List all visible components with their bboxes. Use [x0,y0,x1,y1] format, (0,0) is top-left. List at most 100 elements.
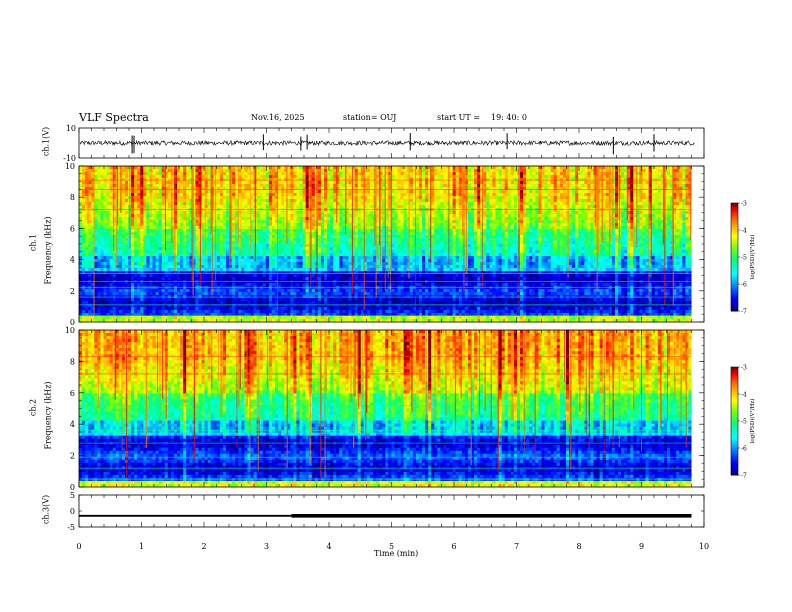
spectrogram-cell [366,217,371,221]
spectrogram-cell [639,190,643,194]
spectrogram-cell [333,190,337,194]
spectrogram-cell [94,196,98,200]
spectrogram-cell [207,205,212,209]
spectrogram-cell [259,184,264,188]
spectrogram-cell [275,202,279,206]
spectrogram-cell [624,226,628,230]
spectrogram-cell [446,202,450,206]
spectrogram-cell [317,232,322,236]
spectrogram-cell [523,187,527,191]
spectrogram-cell [385,223,389,227]
spectrogram-cell [342,172,346,176]
spectrogram-cell [685,172,689,176]
spectrogram-cell [302,205,307,209]
spectrogram-cell [354,172,359,176]
spectrogram-cell [624,169,628,173]
spectrogram-cell [480,229,484,233]
spectrogram-cell [523,205,527,209]
spectrogram-cell [406,226,411,230]
spectrogram-cell [676,223,680,227]
spectrogram-cell [627,223,631,227]
spectrogram-cell [170,199,175,203]
spectrogram-cell [207,169,212,173]
spectrogram-cell [624,196,628,200]
spectrogram-cell [409,172,414,176]
spectrogram-cell [391,199,395,203]
spectrogram-cell [422,220,426,224]
spectrogram-cell [657,214,662,218]
spectrogram-cell [369,175,374,179]
spectrogram-cell [654,205,659,209]
spectrogram-cell [97,220,101,224]
spectrogram-cell [535,229,539,233]
spectrogram-cell [498,220,503,224]
spectrogram-cell [183,235,187,239]
spectrogram-cell [443,220,447,224]
spectrogram-cell [670,187,674,191]
spectrogram-cell [611,205,616,209]
spectrogram-cell [425,220,429,224]
spectrogram-cell [428,211,432,215]
spectrogram-cell [275,196,279,200]
spectrogram-cell [317,166,322,170]
spectrogram-cell [602,229,607,233]
spectrogram-cell [339,169,343,173]
spectrogram-cell [82,211,86,215]
spectrogram-cell [492,214,496,218]
spectrogram-cell [379,190,383,194]
spectrogram-cell [134,205,138,209]
spectrogram-cell [284,214,288,218]
spectrogram-cell [324,211,328,215]
spectrogram-cell [624,175,628,179]
spectrogram-cell [651,235,656,239]
spectrogram-cell [431,232,435,236]
spectrogram-cell [241,169,245,173]
spectrogram-cell [85,238,89,242]
spectrogram-cell [103,220,107,224]
spectrogram-cell [363,223,368,227]
spectrogram-cell [79,205,83,209]
spectrogram-cell [232,175,236,179]
spectrogram-cell [458,229,463,233]
spectrogram-cell [232,214,236,218]
spectrogram-cell [195,238,199,242]
spectrogram-cell [636,199,640,203]
spectrogram-cell [578,229,582,233]
spectrogram-cell [222,196,227,200]
spectrogram-cell [670,220,674,224]
spectrogram-cell [327,187,331,191]
spectrogram-cell [170,211,175,215]
spectrogram-cell [584,166,588,170]
spectrogram-cell [207,223,212,227]
spectrogram-cell [121,226,126,230]
spectrogram-cell [296,205,300,209]
spectrogram-cell [621,220,625,224]
spectrogram-cell [440,190,444,194]
spectrogram-cell [642,199,646,203]
spectrogram-cell [330,226,334,230]
spectrogram-cell [406,193,411,197]
spectrogram-cell [627,226,631,230]
spectrogram-cell [281,235,285,239]
spectrogram-cell [400,235,405,239]
spectrogram-cell [660,229,665,233]
spectrogram-cell [559,172,564,176]
spectrogram-cell [391,196,395,200]
spectrogram-cell [584,184,588,188]
spectrogram-cell [161,181,166,185]
spectrogram-cell [112,196,117,200]
spectrogram-cell [428,217,432,221]
spectrogram-cell [642,184,646,188]
spectrogram-cell [590,187,594,191]
spectrogram-cell [556,211,561,215]
spectrogram-cell [152,175,156,179]
spectrogram-cell [654,214,659,218]
spectrogram-cell [556,205,561,209]
spectrogram-cell [244,190,248,194]
spectrogram-cell [520,205,524,209]
spectrogram-cell [492,211,496,215]
spectrogram-cell [360,166,365,170]
spectrogram-cell [553,235,558,239]
spectrogram-cell [259,169,264,173]
spectrogram-cell [685,184,689,188]
